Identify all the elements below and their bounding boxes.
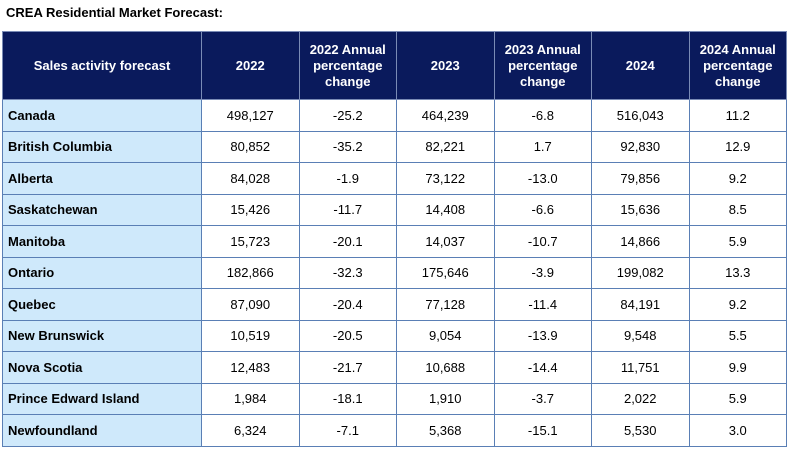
- change-2024-cell: 8.5: [688, 193, 787, 226]
- sales-2024-cell: 15,636: [591, 193, 690, 226]
- province-name-cell: Saskatchewan: [2, 193, 202, 226]
- change-2023-cell: -14.4: [493, 351, 592, 384]
- sales-2022-cell: 12,483: [201, 351, 300, 384]
- column-header-2023-change: 2023 Annual percentage change: [493, 31, 592, 100]
- table-title: CREA Residential Market Forecast:: [6, 5, 223, 20]
- province-name-cell: Canada: [2, 99, 202, 132]
- change-2023-cell: -11.4: [493, 288, 592, 321]
- sales-2023-cell: 82,221: [396, 130, 495, 163]
- table-body: Canada 498,127 -25.2 464,239 -6.8 516,043 11.2…: [2, 99, 787, 447]
- sales-2023-cell: 175,646: [396, 256, 495, 289]
- table-row: New Brunswick 10,519 -20.5 9,054 -13.9 9,548 5…: [2, 319, 787, 352]
- sales-2023-cell: 10,688: [396, 351, 495, 384]
- sales-2024-cell: 199,082: [591, 256, 690, 289]
- column-header-2022-change: 2022 Annual percentage change: [298, 31, 397, 100]
- sales-2023-cell: 5,368: [396, 414, 495, 447]
- column-header-2024: 2024: [591, 31, 690, 100]
- change-2022-cell: -7.1: [298, 414, 397, 447]
- sales-2023-cell: 14,408: [396, 193, 495, 226]
- change-2024-cell: 13.3: [688, 256, 787, 289]
- province-name-cell: New Brunswick: [2, 319, 202, 352]
- change-2024-cell: 5.9: [688, 225, 787, 258]
- sales-2023-cell: 77,128: [396, 288, 495, 321]
- change-2023-cell: -3.9: [493, 256, 592, 289]
- sales-2023-cell: 73,122: [396, 162, 495, 195]
- change-2022-cell: -20.4: [298, 288, 397, 321]
- sales-2022-cell: 84,028: [201, 162, 300, 195]
- change-2024-cell: 11.2: [688, 99, 787, 132]
- column-header-2022: 2022: [201, 31, 300, 100]
- change-2023-cell: -15.1: [493, 414, 592, 447]
- table-row: British Columbia 80,852 -35.2 82,221 1.7 92,8…: [2, 130, 787, 163]
- sales-2022-cell: 10,519: [201, 319, 300, 352]
- sales-2023-cell: 14,037: [396, 225, 495, 258]
- change-2024-cell: 9.2: [688, 162, 787, 195]
- table-row: Manitoba 15,723 -20.1 14,037 -10.7 14,866 5.9: [2, 225, 787, 258]
- change-2023-cell: -6.8: [493, 99, 592, 132]
- sales-2022-cell: 80,852: [201, 130, 300, 163]
- sales-2024-cell: 516,043: [591, 99, 690, 132]
- change-2022-cell: -20.1: [298, 225, 397, 258]
- sales-2022-cell: 498,127: [201, 99, 300, 132]
- table-row: Ontario 182,866 -32.3 175,646 -3.9 199,082 13.…: [2, 256, 787, 289]
- province-name-cell: British Columbia: [2, 130, 202, 163]
- sales-2023-cell: 1,910: [396, 382, 495, 415]
- change-2024-cell: 9.2: [688, 288, 787, 321]
- change-2023-cell: 1.7: [493, 130, 592, 163]
- table-row: Canada 498,127 -25.2 464,239 -6.8 516,043 11.2: [2, 99, 787, 132]
- change-2024-cell: 12.9: [688, 130, 787, 163]
- change-2023-cell: -6.6: [493, 193, 592, 226]
- table-row: Newfoundland 6,324 -7.1 5,368 -15.1 5,530 3.0: [2, 414, 787, 447]
- sales-2024-cell: 9,548: [591, 319, 690, 352]
- sales-2024-cell: 11,751: [591, 351, 690, 384]
- province-name-cell: Manitoba: [2, 225, 202, 258]
- sales-2022-cell: 87,090: [201, 288, 300, 321]
- change-2024-cell: 5.5: [688, 319, 787, 352]
- change-2023-cell: -13.9: [493, 319, 592, 352]
- sales-2022-cell: 15,426: [201, 193, 300, 226]
- change-2024-cell: 9.9: [688, 351, 787, 384]
- change-2024-cell: 5.9: [688, 382, 787, 415]
- column-header-2023: 2023: [396, 31, 495, 100]
- province-name-cell: Nova Scotia: [2, 351, 202, 384]
- sales-2022-cell: 1,984: [201, 382, 300, 415]
- sales-2024-cell: 84,191: [591, 288, 690, 321]
- province-name-cell: Alberta: [2, 162, 202, 195]
- province-name-cell: Prince Edward Island: [2, 382, 202, 415]
- column-header-2024-change: 2024 Annual percentage change: [688, 31, 787, 100]
- table-row: Prince Edward Island 1,984 -18.1 1,910 -3.7 2…: [2, 382, 787, 415]
- change-2022-cell: -11.7: [298, 193, 397, 226]
- change-2023-cell: -10.7: [493, 225, 592, 258]
- sales-2024-cell: 2,022: [591, 382, 690, 415]
- change-2022-cell: -21.7: [298, 351, 397, 384]
- table-row: Quebec 87,090 -20.4 77,128 -11.4 84,191 9.2: [2, 288, 787, 321]
- change-2022-cell: -18.1: [298, 382, 397, 415]
- change-2023-cell: -3.7: [493, 382, 592, 415]
- change-2024-cell: 3.0: [688, 414, 787, 447]
- change-2022-cell: -25.2: [298, 99, 397, 132]
- sales-2024-cell: 5,530: [591, 414, 690, 447]
- table-row: Saskatchewan 15,426 -11.7 14,408 -6.6 15,636 8…: [2, 193, 787, 226]
- change-2023-cell: -13.0: [493, 162, 592, 195]
- sales-2024-cell: 79,856: [591, 162, 690, 195]
- column-header-region: Sales activity forecast: [2, 31, 202, 100]
- province-name-cell: Ontario: [2, 256, 202, 289]
- forecast-table: Sales activity forecast 2022 2022 Annual…: [2, 31, 787, 447]
- province-name-cell: Newfoundland: [2, 414, 202, 447]
- sales-2022-cell: 6,324: [201, 414, 300, 447]
- table-row: Alberta 84,028 -1.9 73,122 -13.0 79,856 9.2: [2, 162, 787, 195]
- change-2022-cell: -1.9: [298, 162, 397, 195]
- change-2022-cell: -32.3: [298, 256, 397, 289]
- table-row: Nova Scotia 12,483 -21.7 10,688 -14.4 11,751 9…: [2, 351, 787, 384]
- header-row: Sales activity forecast 2022 2022 Annual…: [2, 31, 787, 100]
- change-2022-cell: -35.2: [298, 130, 397, 163]
- change-2022-cell: -20.5: [298, 319, 397, 352]
- sales-2024-cell: 92,830: [591, 130, 690, 163]
- sales-2024-cell: 14,866: [591, 225, 690, 258]
- sales-2023-cell: 9,054: [396, 319, 495, 352]
- sales-2022-cell: 182,866: [201, 256, 300, 289]
- sales-2023-cell: 464,239: [396, 99, 495, 132]
- sales-2022-cell: 15,723: [201, 225, 300, 258]
- province-name-cell: Quebec: [2, 288, 202, 321]
